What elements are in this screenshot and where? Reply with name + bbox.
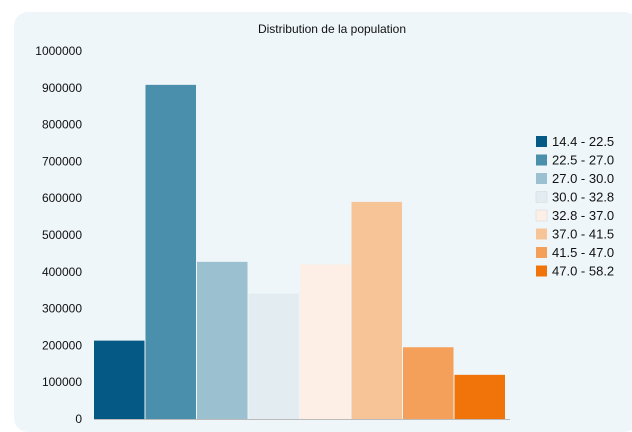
legend-swatch bbox=[536, 265, 547, 277]
legend-label: 37.0 - 41.5 bbox=[552, 227, 614, 242]
legend-label: 27.0 - 30.0 bbox=[552, 171, 614, 186]
y-tick-label: 1000000 bbox=[35, 44, 82, 58]
legend-swatch bbox=[536, 154, 547, 166]
legend-label: 30.0 - 32.8 bbox=[552, 190, 614, 205]
bar-2 bbox=[145, 84, 196, 419]
y-tick-label: 200000 bbox=[42, 338, 82, 352]
legend-label: 32.8 - 37.0 bbox=[552, 208, 614, 223]
y-tick-label: 900000 bbox=[42, 81, 82, 95]
legend-swatch bbox=[535, 209, 548, 222]
y-axis: 0 100000 200000 300000 400000 500000 600000 700… bbox=[35, 44, 82, 426]
legend-swatch bbox=[536, 247, 547, 258]
y-tick-label: 500000 bbox=[42, 228, 82, 242]
bar-7 bbox=[403, 347, 454, 419]
bar-3 bbox=[197, 261, 248, 419]
legend-swatch bbox=[535, 191, 548, 203]
y-tick-label: 600000 bbox=[42, 191, 82, 205]
legend-swatch bbox=[536, 136, 547, 147]
legend-label: 41.5 - 47.0 bbox=[552, 245, 614, 260]
legend-label: 47.0 - 58.2 bbox=[552, 264, 614, 279]
y-tick-label: 100000 bbox=[42, 375, 82, 389]
bar-1 bbox=[94, 340, 145, 419]
bar-8 bbox=[454, 374, 505, 419]
y-tick-label: 700000 bbox=[42, 154, 82, 168]
legend-label: 22.5 - 27.0 bbox=[552, 153, 614, 168]
bar-4 bbox=[248, 293, 299, 419]
legend-swatch bbox=[536, 173, 547, 184]
legend-swatch bbox=[536, 228, 547, 240]
chart-title: Distribution de la population bbox=[258, 22, 406, 36]
bar-5 bbox=[300, 264, 351, 419]
y-tick-label: 0 bbox=[75, 412, 82, 426]
bar-6 bbox=[351, 201, 402, 419]
y-tick-label: 400000 bbox=[42, 265, 82, 279]
bars bbox=[94, 84, 505, 419]
legend-label: 14.4 - 22.5 bbox=[552, 134, 614, 149]
y-tick-label: 800000 bbox=[42, 118, 82, 132]
legend: 14.4 - 22.5 22.5 - 27.0 27.0 - 30.0 30.0 - … bbox=[535, 134, 614, 279]
y-tick-label: 300000 bbox=[42, 302, 82, 316]
